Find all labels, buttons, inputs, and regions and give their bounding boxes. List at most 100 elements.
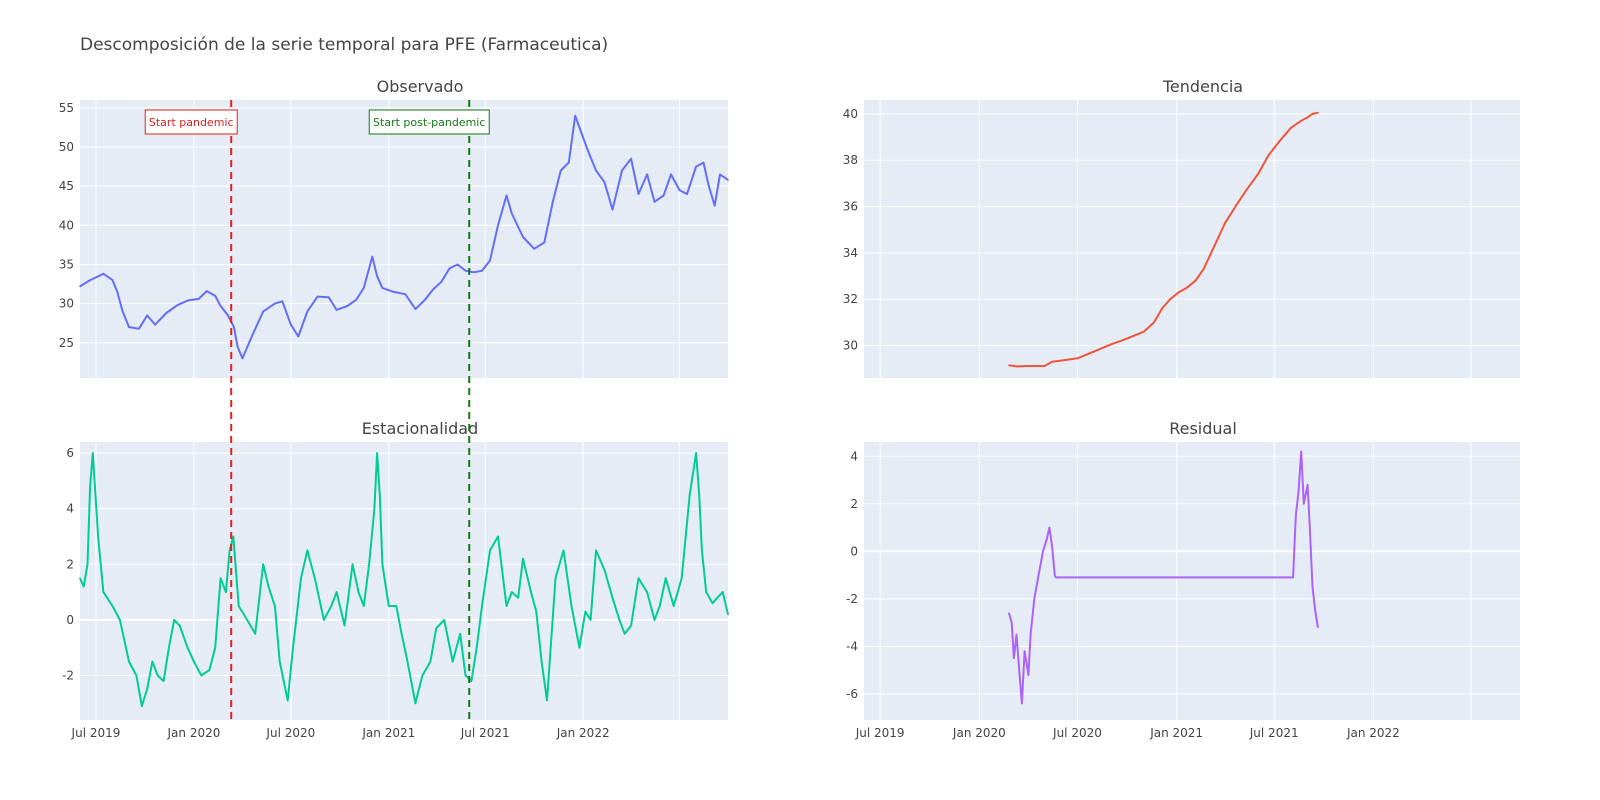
data-point <box>646 591 648 593</box>
y-tick-label: 2 <box>66 557 74 571</box>
data-point <box>233 536 235 538</box>
data-point <box>441 281 443 283</box>
data-point <box>506 195 508 197</box>
data-point <box>282 301 284 303</box>
data-point <box>209 669 211 671</box>
data-point <box>154 324 156 326</box>
data-point <box>435 628 437 630</box>
data-point <box>206 290 208 292</box>
y-tick-label: -2 <box>846 592 858 606</box>
data-point <box>1042 551 1044 553</box>
data-point <box>1153 322 1155 324</box>
data-point <box>307 550 309 552</box>
y-tick-label: 0 <box>66 613 74 627</box>
data-point <box>198 298 200 300</box>
data-point <box>465 675 467 677</box>
data-point <box>621 170 623 172</box>
data-point <box>630 158 632 160</box>
data-point <box>298 336 300 338</box>
data-point <box>654 619 656 621</box>
data-point <box>407 661 409 663</box>
data-point <box>705 591 707 593</box>
data-point <box>372 256 374 258</box>
y-tick-label: -6 <box>846 687 858 701</box>
data-point <box>517 597 519 599</box>
y-tick-label: 38 <box>843 153 858 167</box>
data-point <box>422 675 424 677</box>
data-point <box>1030 634 1032 636</box>
residual-title: Residual <box>1169 419 1237 438</box>
y-tick-label: 40 <box>843 107 858 121</box>
data-point <box>1224 222 1226 224</box>
data-point <box>128 661 130 663</box>
data-point <box>595 550 597 552</box>
data-point <box>579 647 581 649</box>
x-tick-label: Jul 2021 <box>460 726 510 740</box>
x-tick-label: Jan 2022 <box>1346 726 1400 740</box>
data-point <box>1292 577 1294 579</box>
data-point <box>546 700 548 702</box>
data-point <box>1314 610 1316 612</box>
data-point <box>476 647 478 649</box>
data-point <box>168 647 170 649</box>
data-point <box>1110 344 1112 346</box>
data-point <box>1309 527 1311 529</box>
data-point <box>103 591 105 593</box>
data-point <box>382 564 384 566</box>
data-point <box>665 577 667 579</box>
data-point <box>187 300 189 302</box>
data-point <box>1028 674 1030 676</box>
y-tick-label: 0 <box>850 544 858 558</box>
data-point <box>585 611 587 613</box>
seasonal-panel: Estacionalidad -2 0 2 4 6 Jul 2019 Jan 2020 Jul … <box>62 419 729 740</box>
data-point <box>97 536 99 538</box>
data-point <box>695 452 697 454</box>
data-point <box>393 291 395 293</box>
data-point <box>1312 586 1314 588</box>
data-point <box>262 311 264 313</box>
data-point <box>220 305 222 307</box>
data-point <box>112 605 114 607</box>
trend-panel: Tendencia303234363840 <box>843 77 1520 378</box>
data-point <box>1268 155 1270 157</box>
data-point <box>396 605 398 607</box>
data-point <box>1008 365 1010 367</box>
y-tick-label: 4 <box>66 502 74 516</box>
data-point <box>506 605 508 607</box>
data-point <box>103 273 105 275</box>
data-point <box>1044 365 1046 367</box>
data-point <box>252 334 254 336</box>
data-point <box>722 591 724 593</box>
data-point <box>1312 113 1314 115</box>
y-tick-label: 35 <box>59 257 74 271</box>
data-point <box>146 315 148 317</box>
data-point <box>89 279 91 281</box>
y-tick-label: 4 <box>850 449 858 463</box>
y-tick-label: 50 <box>59 140 74 154</box>
observed-title: Observado <box>377 77 464 96</box>
data-point <box>587 150 589 152</box>
data-point <box>358 591 360 593</box>
data-point <box>522 236 524 238</box>
y-tick-label: 34 <box>843 246 858 260</box>
data-point <box>356 299 358 301</box>
data-point <box>79 577 81 579</box>
data-point <box>679 189 681 191</box>
data-point <box>473 272 475 274</box>
data-point <box>1028 365 1030 367</box>
data-point <box>317 296 319 298</box>
data-point <box>237 346 239 348</box>
data-point <box>1278 141 1280 143</box>
data-point <box>579 127 581 129</box>
data-point <box>1195 280 1197 282</box>
data-point <box>1126 338 1128 340</box>
data-point <box>352 564 354 566</box>
data-point <box>612 209 614 211</box>
y-tick-label: 45 <box>59 179 74 193</box>
data-point <box>489 550 491 552</box>
x-tick-label: Jan 2020 <box>952 726 1006 740</box>
x-tick-label: Jan 2020 <box>167 726 221 740</box>
data-point <box>214 295 216 297</box>
data-point <box>1300 120 1302 122</box>
data-point <box>1054 574 1056 576</box>
